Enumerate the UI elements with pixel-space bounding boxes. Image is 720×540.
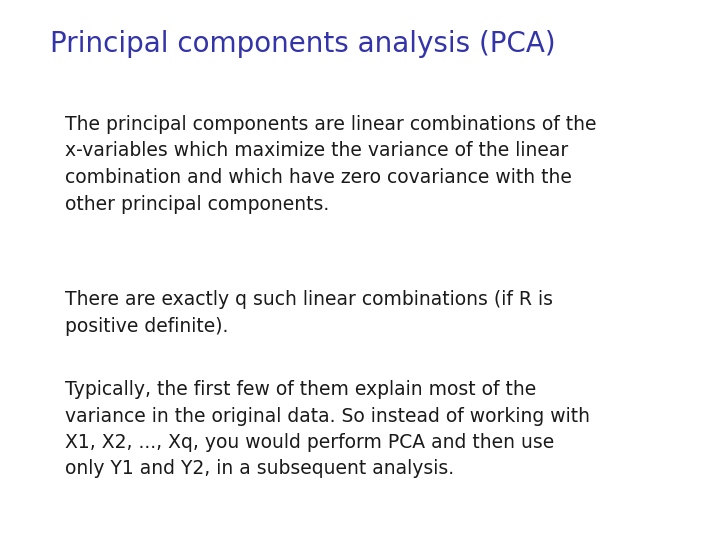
Text: The principal components are linear combinations of the
x-variables which maximi: The principal components are linear comb… <box>65 115 596 213</box>
Text: Principal components analysis (PCA): Principal components analysis (PCA) <box>50 30 556 58</box>
Text: Typically, the first few of them explain most of the
variance in the original da: Typically, the first few of them explain… <box>65 380 590 478</box>
Text: There are exactly q such linear combinations (if R is
positive definite).: There are exactly q such linear combinat… <box>65 290 553 335</box>
